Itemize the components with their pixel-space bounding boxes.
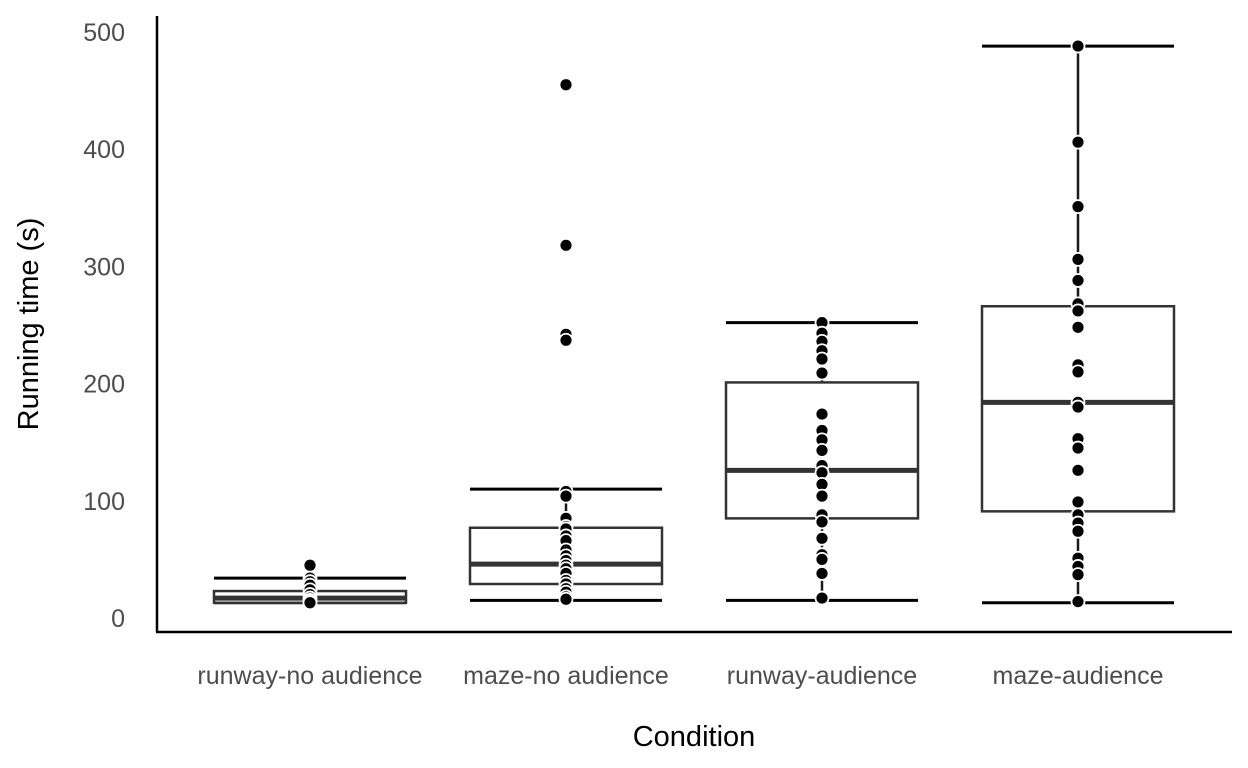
data-point bbox=[1070, 319, 1086, 335]
data-point bbox=[814, 351, 830, 367]
y-tick-label: 500 bbox=[83, 19, 125, 47]
y-tick-label: 100 bbox=[83, 488, 125, 516]
y-tick-label: 400 bbox=[83, 136, 125, 164]
y-tick-label: 300 bbox=[83, 253, 125, 281]
x-axis-title: Condition bbox=[633, 721, 756, 753]
x-tick-label: maze-no audience bbox=[463, 662, 669, 690]
data-point bbox=[1070, 594, 1086, 609]
y-axis-title: Running time (s) bbox=[13, 218, 45, 431]
data-point bbox=[1070, 303, 1086, 319]
data-point bbox=[1070, 399, 1086, 415]
data-point bbox=[814, 552, 830, 567]
boxes-layer bbox=[212, 44, 1176, 605]
points-layer bbox=[302, 38, 1086, 611]
data-point bbox=[302, 557, 318, 573]
data-point bbox=[1070, 567, 1086, 583]
data-point bbox=[814, 514, 830, 530]
x-tick-label: maze-audience bbox=[993, 662, 1164, 690]
x-tick-label: runway-no audience bbox=[197, 662, 422, 690]
data-point bbox=[1070, 134, 1086, 150]
data-point bbox=[1070, 523, 1086, 539]
data-point bbox=[1070, 364, 1086, 380]
data-point bbox=[1070, 494, 1086, 510]
data-point bbox=[558, 591, 574, 607]
y-tick-label: 0 bbox=[111, 605, 125, 633]
data-point bbox=[814, 365, 830, 381]
tick-labels: 0 100 200 300 400 500 runway-no audience maze-n… bbox=[83, 19, 1163, 690]
data-point bbox=[302, 595, 318, 611]
data-point bbox=[1070, 273, 1086, 288]
data-point bbox=[1070, 251, 1086, 267]
data-point bbox=[1070, 199, 1086, 215]
data-point bbox=[558, 488, 574, 504]
data-point bbox=[558, 237, 574, 253]
data-point bbox=[814, 566, 830, 581]
y-tick-label: 200 bbox=[83, 371, 125, 399]
data-point bbox=[1070, 440, 1086, 456]
data-point bbox=[1070, 38, 1086, 54]
data-point bbox=[814, 406, 830, 422]
data-point bbox=[814, 590, 830, 606]
axes-layer bbox=[155, 16, 1232, 634]
data-point bbox=[558, 77, 574, 93]
x-tick-label: runway-audience bbox=[727, 662, 917, 690]
data-point bbox=[814, 530, 830, 546]
data-point bbox=[814, 488, 830, 504]
data-point bbox=[558, 332, 574, 348]
data-point bbox=[1070, 462, 1086, 478]
data-point bbox=[814, 443, 830, 458]
